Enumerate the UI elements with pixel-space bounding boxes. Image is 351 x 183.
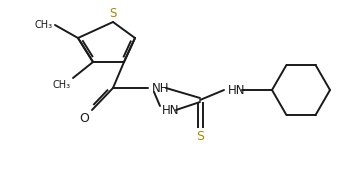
Text: NH: NH <box>152 81 170 94</box>
Text: HN: HN <box>162 104 179 117</box>
Text: S: S <box>196 130 204 143</box>
Text: S: S <box>109 7 117 20</box>
Text: CH₃: CH₃ <box>35 20 53 30</box>
Text: O: O <box>79 112 89 125</box>
Text: HN: HN <box>228 83 245 96</box>
Text: CH₃: CH₃ <box>53 80 71 90</box>
